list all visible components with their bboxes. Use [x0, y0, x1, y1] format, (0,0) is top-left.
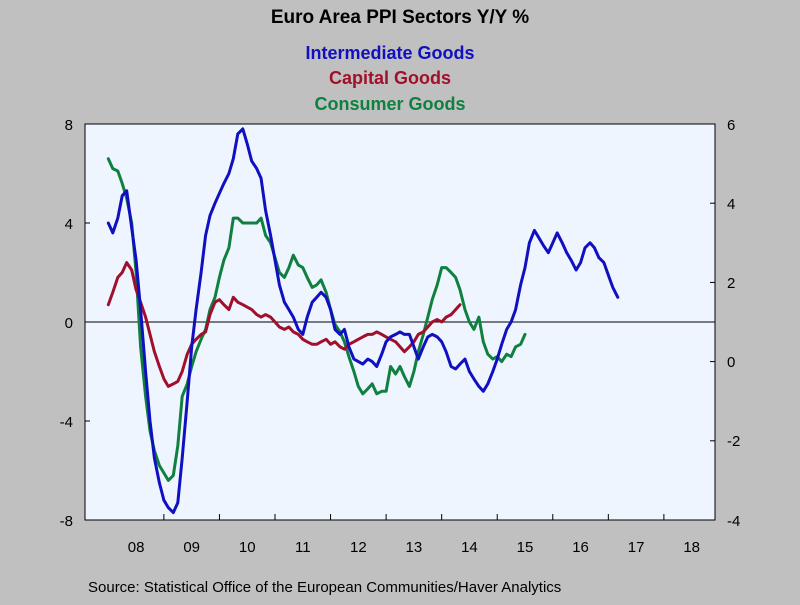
right-tick-label: 2: [727, 275, 735, 292]
series-line-consumer-goods: [106, 157, 527, 482]
axis-tickmarks: [85, 123, 715, 521]
legend-consumer-goods: Consumer Goods: [314, 94, 465, 114]
x-tick-label: 13: [406, 539, 423, 556]
x-tick-label: 11: [295, 539, 311, 556]
legend-intermediate-goods: Intermediate Goods: [305, 43, 474, 63]
x-tick-label: 10: [239, 539, 256, 556]
series-line-intermediate-goods: [106, 127, 620, 515]
x-axis: 08 09 10 11 12 13 14 15 16 17 18: [128, 514, 700, 556]
right-tick-label: -2: [727, 433, 740, 450]
series-layer: [106, 127, 620, 515]
left-tick-label: 4: [65, 216, 73, 233]
x-tick-label: 09: [183, 539, 200, 556]
left-tick-label: 8: [65, 117, 73, 134]
legend-capital-goods: Capital Goods: [329, 68, 451, 88]
left-tick-label: 0: [65, 315, 73, 332]
series-line-capital-goods: [106, 261, 462, 388]
right-tick-label: 0: [727, 354, 735, 371]
x-tick-label: 12: [350, 539, 367, 556]
x-tick-label: 08: [128, 539, 145, 556]
x-tick-label: 18: [683, 539, 700, 556]
x-tick-label: 17: [628, 539, 645, 556]
x-tick-label: 14: [461, 539, 478, 556]
right-tick-label: 4: [727, 196, 735, 213]
right-tick-label: 6: [727, 117, 735, 134]
x-tick-label: 16: [572, 539, 589, 556]
right-tick-label: -4: [727, 513, 740, 530]
left-axis: 8 4 0 -4 -8: [60, 117, 73, 530]
left-tick-label: -4: [60, 414, 73, 431]
right-axis: 6 4 2 0 -2 -4: [727, 117, 740, 530]
chart-title: Euro Area PPI Sectors Y/Y %: [271, 7, 529, 28]
left-tick-label: -8: [60, 513, 73, 530]
x-tick-label: 15: [517, 539, 534, 556]
source-note: Source: Statistical Office of the Europe…: [88, 579, 561, 596]
